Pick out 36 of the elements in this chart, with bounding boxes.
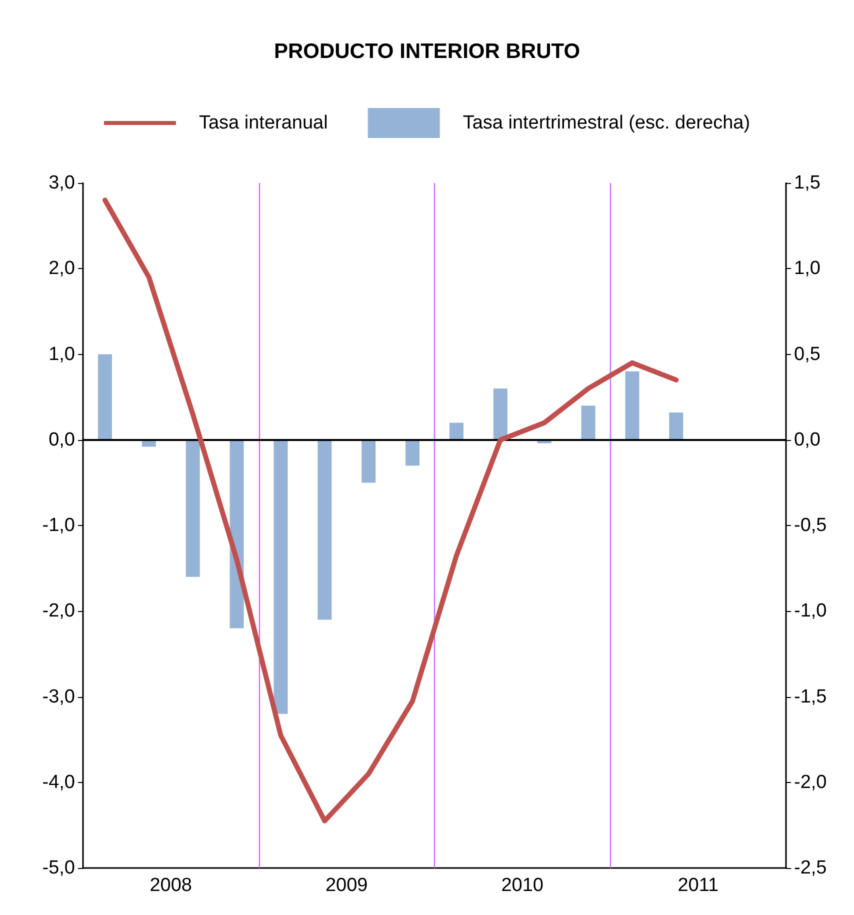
legend-label: Tasa interanual (198, 112, 328, 134)
y2-tick-label: 0,5 (794, 344, 820, 365)
y2-tick-label: 1,5 (794, 172, 820, 194)
y2-tick-label: 0,0 (794, 429, 820, 450)
bar (669, 412, 684, 440)
y2-tick-label: -1,0 (794, 600, 827, 622)
y-tick-label: 0,0 (48, 429, 75, 450)
y-tick-label: -5,0 (42, 858, 75, 878)
y2-tick-label: -2,0 (794, 772, 827, 793)
y-tick-label: -3,0 (42, 686, 75, 708)
x-tick-label: 2011 (678, 875, 719, 896)
x-tick-label: 2009 (325, 875, 368, 896)
bar (449, 422, 464, 440)
bar (274, 440, 288, 714)
chart-title: PRODUCTO INTERIOR BRUTO (274, 40, 580, 63)
y2-tick-label: 1,0 (794, 258, 820, 280)
y-tick-label: 1,0 (48, 344, 75, 365)
y-tick-label: 2,0 (48, 258, 75, 280)
bar (406, 440, 420, 466)
bar (581, 406, 596, 440)
y2-tick-label: -1,5 (794, 686, 827, 708)
bar (362, 440, 376, 483)
y2-tick-label: -0,5 (794, 515, 827, 536)
y-tick-label: -2,0 (42, 600, 75, 622)
bar (318, 440, 332, 620)
bar (98, 354, 112, 440)
y2-tick-label: -2,5 (794, 858, 827, 878)
bar (493, 388, 508, 440)
bar (186, 440, 200, 577)
y-tick-label: -1,0 (42, 515, 75, 536)
x-tick-label: 2008 (150, 875, 192, 896)
y-tick-label: -4,0 (42, 772, 75, 793)
x-tick-label: 2010 (501, 875, 544, 896)
bar (625, 371, 640, 440)
y-tick-label: 3,0 (48, 172, 75, 194)
legend-label: Tasa intertrimestral (esc. derecha) (462, 112, 750, 134)
